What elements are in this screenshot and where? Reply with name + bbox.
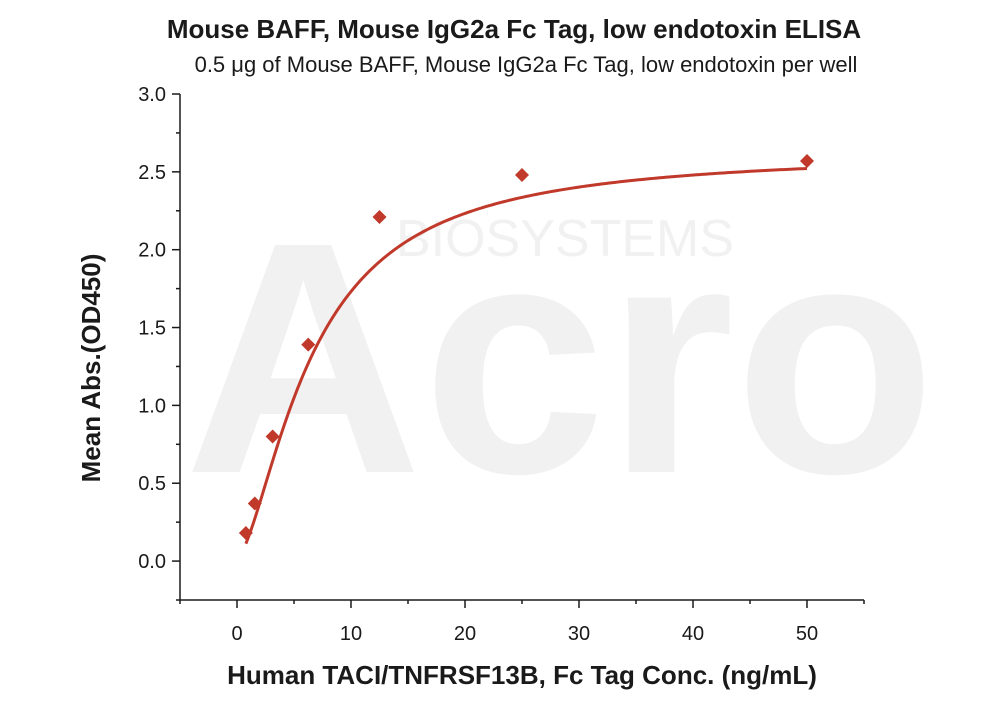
x-tick-label: 30 [568,623,590,645]
chart-subtitle: 0.5 μg of Mouse BAFF, Mouse IgG2a Fc Tag… [195,52,858,77]
fit-curve [244,166,808,545]
watermark: Acro BIOSYSTEMS [184,173,936,542]
y-axis-title: Mean Abs.(OD450) [76,254,106,483]
x-axis-title: Human TACI/TNFRSF13B, Fc Tag Conc. (ng/m… [227,660,817,690]
y-tick-label: 2.5 [138,162,166,184]
y-tick-label: 1.0 [138,395,166,417]
x-tick-label: 20 [454,623,476,645]
x-axis: 0 10 20 30 40 50 [179,599,865,645]
chart-title: Mouse BAFF, Mouse IgG2a Fc Tag, low endo… [167,14,862,44]
data-points [238,153,814,541]
data-point [515,167,529,182]
watermark-company: BIOSYSTEMS [396,210,734,268]
x-tick-label: 0 [231,623,242,645]
x-tick-label: 10 [340,623,362,645]
x-tick-label: 50 [796,623,818,645]
x-tick-label: 40 [682,623,704,645]
data-point [265,429,280,444]
data-point [800,153,814,168]
y-tick-label: 0.5 [138,473,166,495]
y-tick-label: 1.5 [138,318,166,340]
data-point [247,496,262,511]
fit-curve-group [244,166,808,545]
y-tick-label: 0.0 [138,551,166,573]
y-axis: 0.0 0.5 1.0 1.5 2.0 2.5 3.0 [138,84,181,601]
data-point [238,526,253,541]
y-tick-label: 3.0 [138,84,166,106]
data-point [301,337,316,352]
data-point [372,209,387,224]
y-tick-label: 2.0 [138,240,166,262]
